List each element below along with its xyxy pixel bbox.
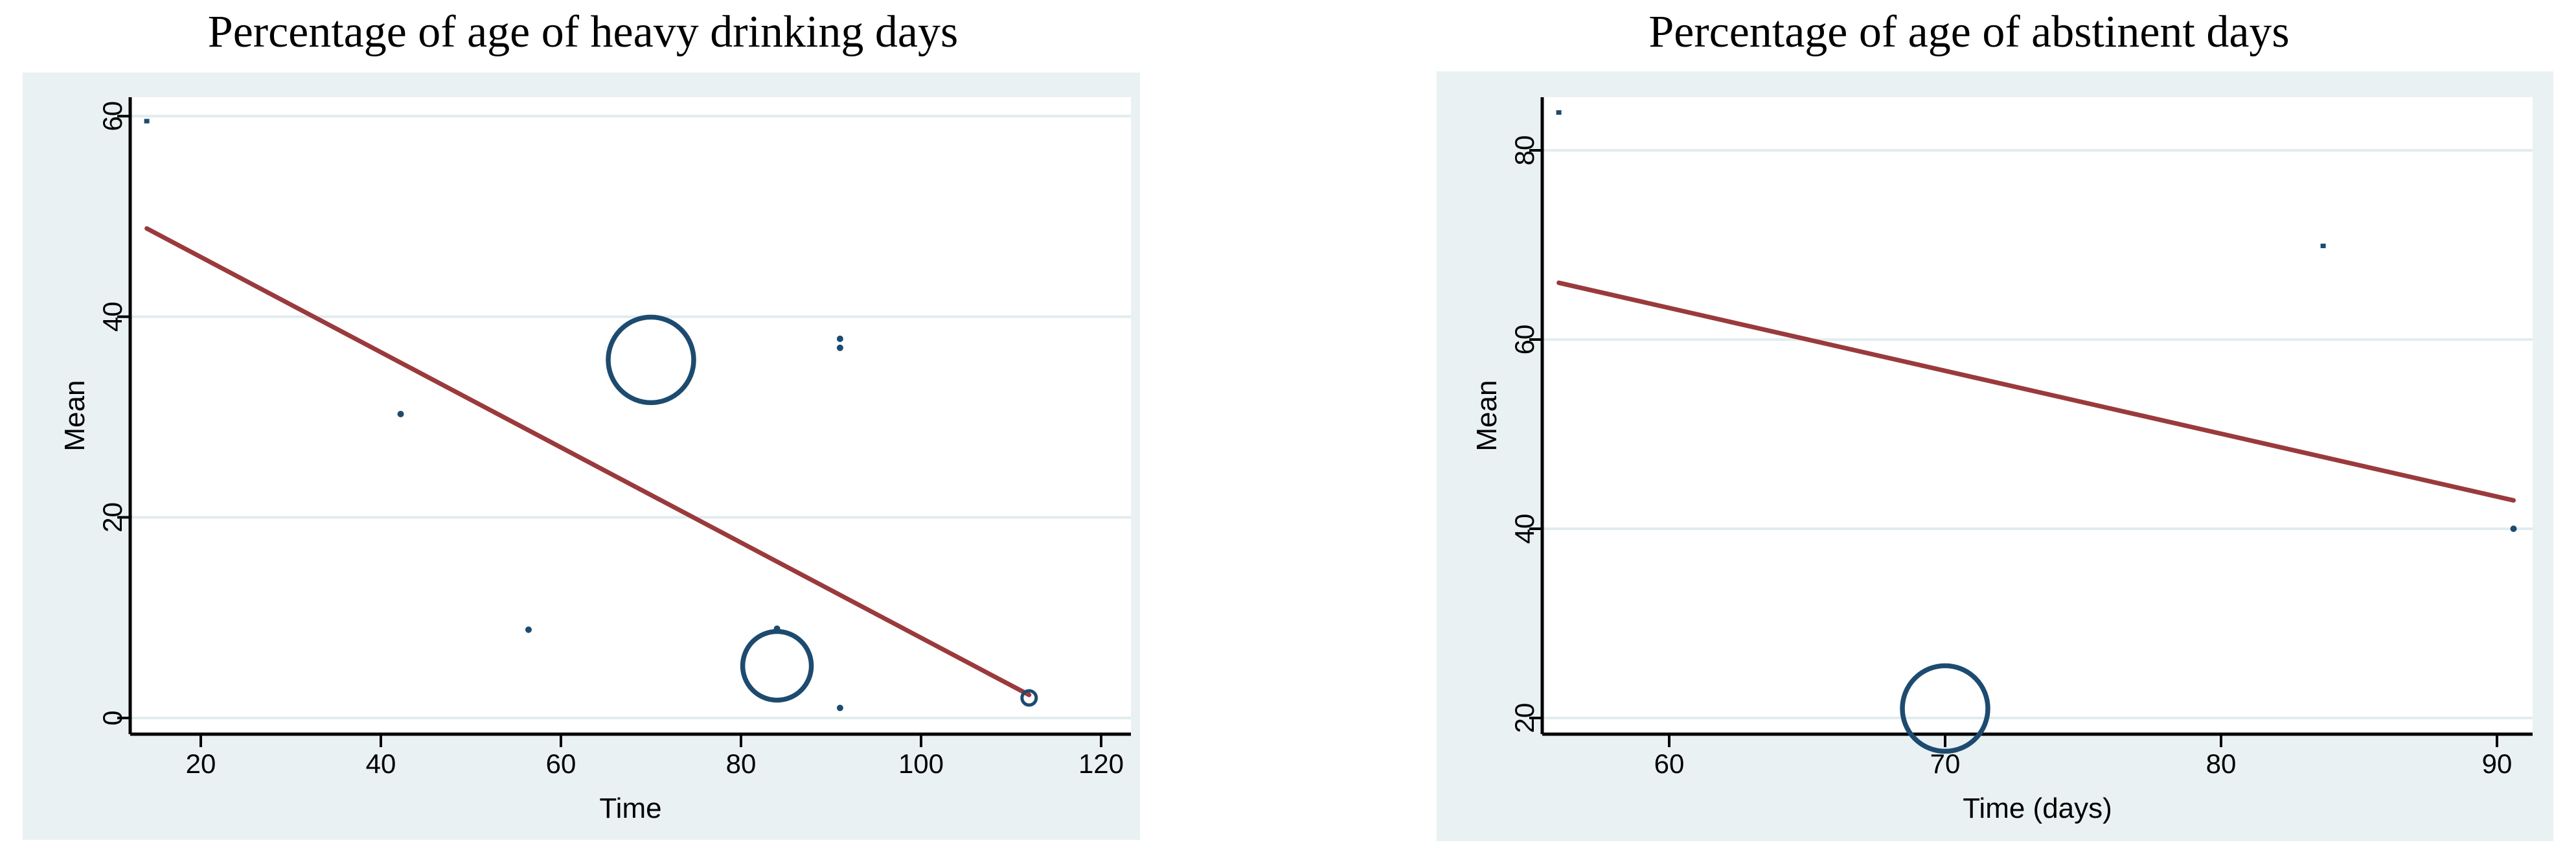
x-tick-label: 80: [2206, 748, 2237, 779]
data-point: [397, 410, 404, 417]
x-tick-label: 100: [898, 748, 944, 779]
y-axis-title: Mean: [1471, 380, 1503, 451]
plot-inner-background: [1542, 97, 2533, 734]
x-tick-label: 120: [1078, 748, 1124, 779]
data-point: [144, 119, 150, 124]
y-tick-label: 20: [1509, 703, 1540, 734]
data-point: [836, 344, 843, 351]
data-point: [606, 314, 696, 406]
y-tick-label: 80: [1509, 135, 1540, 166]
x-axis-title: Time (days): [1963, 792, 2112, 824]
data-point: [1900, 663, 1990, 754]
x-tick-label: 80: [726, 748, 757, 779]
data-point: [525, 626, 532, 633]
x-tick-label: 20: [186, 748, 216, 779]
y-tick-label: 60: [1509, 325, 1540, 355]
data-point: [1020, 689, 1038, 707]
x-axis-title: Time: [599, 792, 661, 824]
plot-inner-background: [130, 97, 1131, 734]
y-tick-label: 40: [1509, 514, 1540, 544]
fit-line: [144, 226, 1032, 697]
y-axis-title: Mean: [59, 380, 91, 451]
data-point: [836, 704, 843, 711]
x-tick-label: 60: [546, 748, 576, 779]
y-tick-label: 60: [97, 101, 128, 132]
x-tick-label: 40: [366, 748, 396, 779]
fit-line: [1556, 280, 2516, 503]
y-tick-label: 0: [97, 710, 128, 725]
chart-title-abstinent: Percentage of age of abstinent days: [1648, 7, 2290, 57]
x-tick-label: 90: [2482, 748, 2513, 779]
data-point: [1556, 110, 1562, 115]
chart-title-heavy-drinking: Percentage of age of heavy drinking days: [207, 7, 959, 57]
data-point: [836, 335, 843, 342]
y-tick-label: 40: [97, 301, 128, 332]
y-tick-label: 20: [97, 502, 128, 533]
data-point: [2320, 243, 2326, 248]
data-point: [740, 629, 814, 703]
chart-heavy-drinking-plot: 0 20 40 60 20 40 60 80 100 120 Time Mean: [23, 73, 1140, 840]
x-tick-label: 60: [1654, 748, 1685, 779]
data-point: [2510, 526, 2517, 532]
